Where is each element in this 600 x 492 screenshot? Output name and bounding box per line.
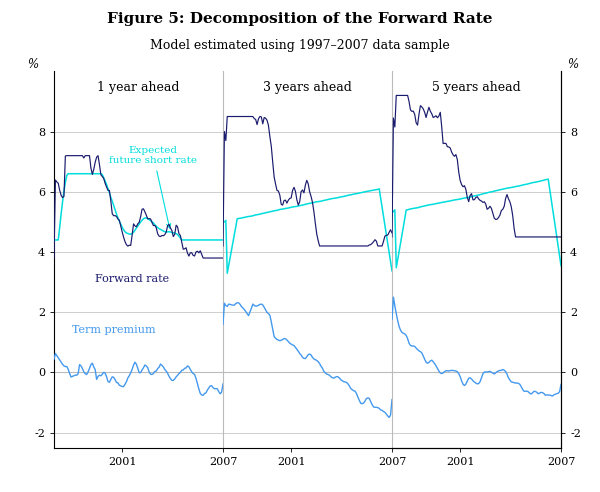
Text: 5 years ahead: 5 years ahead xyxy=(432,81,521,94)
Text: %: % xyxy=(568,59,578,71)
Text: Forward rate: Forward rate xyxy=(95,274,169,284)
Text: 1 year ahead: 1 year ahead xyxy=(97,81,180,94)
Text: Expected
future short rate: Expected future short rate xyxy=(109,146,197,228)
Text: %: % xyxy=(28,59,38,71)
Text: Model estimated using 1997–2007 data sample: Model estimated using 1997–2007 data sam… xyxy=(150,39,450,52)
Text: Term premium: Term premium xyxy=(72,325,155,335)
Text: 3 years ahead: 3 years ahead xyxy=(263,81,352,94)
Text: Figure 5: Decomposition of the Forward Rate: Figure 5: Decomposition of the Forward R… xyxy=(107,12,493,26)
